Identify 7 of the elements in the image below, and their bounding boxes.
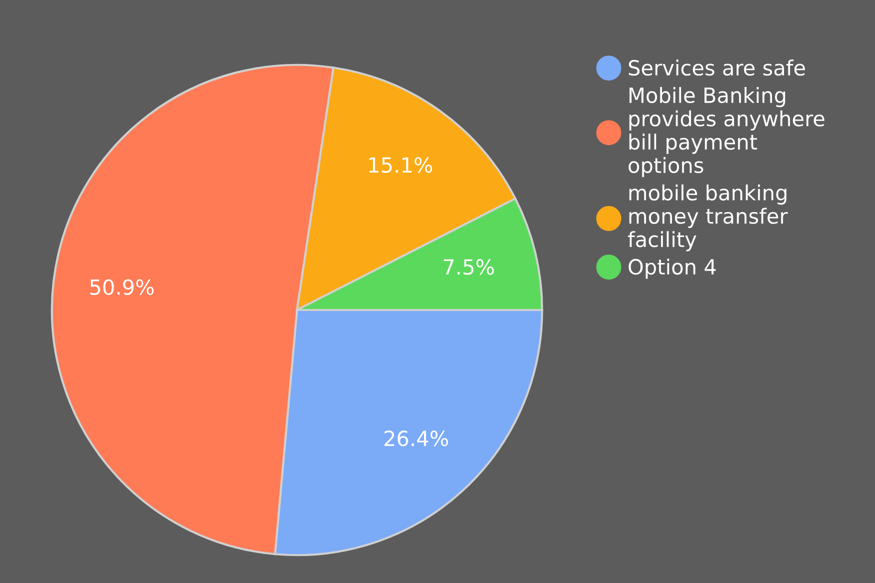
data-label: 50.9% [90,279,154,296]
data-label: 26.4% [384,430,448,446]
data-label: 7.5% [444,259,494,275]
legend-label: Services are safe [628,60,805,76]
legend-label: mobile banking money transfer facility [628,184,788,252]
legend-label: Option 4 [628,258,716,279]
data-label: 15.1% [369,157,432,173]
